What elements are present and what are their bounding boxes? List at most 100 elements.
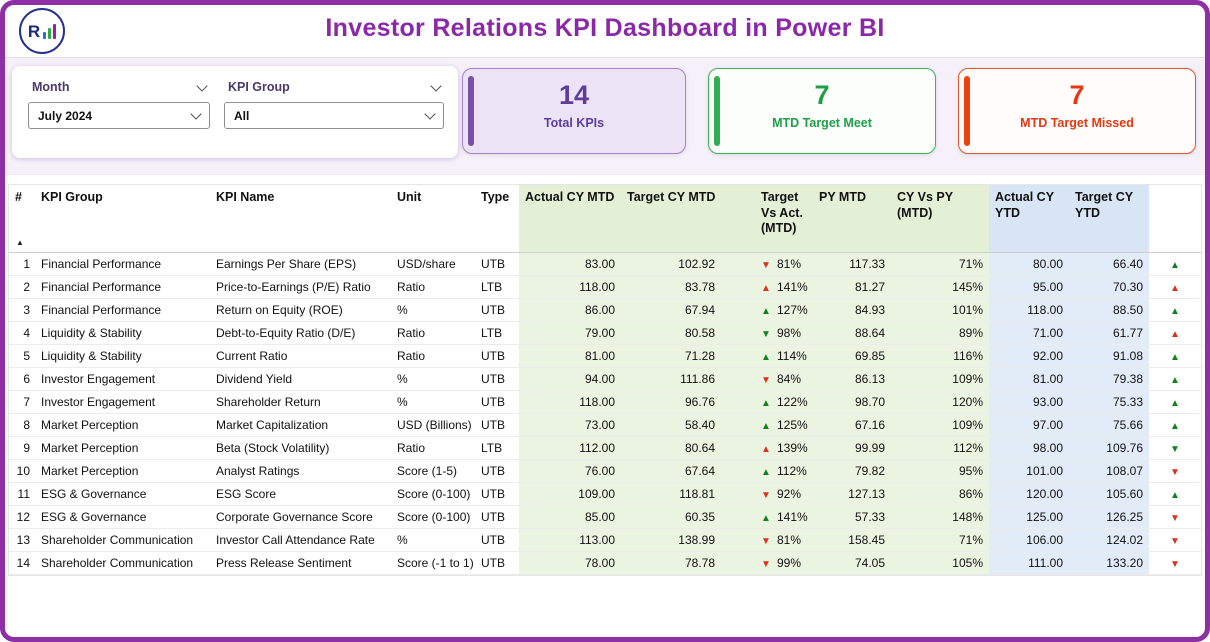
target-vs-actual-cell: ▼ 84% (721, 367, 813, 391)
column-header-actual-cy-mtd[interactable]: Actual CY MTD (519, 185, 621, 253)
filter-panel: Month July 2024 KPI Group All (12, 66, 458, 158)
kpi-name-cell: Price-to-Earnings (P/E) Ratio (210, 275, 391, 299)
page-title: Investor Relations KPI Dashboard in Powe… (325, 14, 885, 42)
mtd-target-missed-label: MTD Target Missed (1020, 116, 1134, 130)
target-cy-mtd-cell: 58.40 (621, 413, 721, 437)
target-vs-actual-pct: 112% (777, 463, 807, 478)
column-header-ytd-indicator[interactable] (1149, 185, 1201, 253)
target-cy-ytd-cell: 75.33 (1069, 390, 1149, 414)
target-cy-ytd-cell: 79.38 (1069, 367, 1149, 391)
table-row[interactable]: 2 Financial Performance Price-to-Earnings … (9, 275, 1201, 299)
column-header-number[interactable]: # ▲ (9, 185, 35, 253)
down-arrow-icon: ▼ (761, 535, 771, 547)
type-cell: UTB (475, 551, 519, 575)
table-row[interactable]: 12 ESG & Governance Corporate Governance S… (9, 505, 1201, 529)
target-vs-actual-pct: 127% (777, 302, 808, 317)
down-arrow-icon: ▼ (761, 259, 771, 271)
target-vs-actual-cell: ▲ 122% (721, 390, 813, 414)
target-cy-ytd-cell: 66.40 (1069, 252, 1149, 276)
kpi-group-slicer-header[interactable]: KPI Group (224, 78, 444, 102)
target-cy-ytd-cell: 124.02 (1069, 528, 1149, 552)
py-mtd-cell: 69.85 (813, 344, 891, 368)
column-header-py-mtd[interactable]: PY MTD (813, 185, 891, 253)
column-header-target-vs-actual[interactable]: Target Vs Act. (MTD) (721, 185, 813, 253)
unit-cell: % (391, 367, 475, 391)
cy-vs-py-cell: 148% (891, 505, 989, 529)
up-arrow-icon: ▲ (1170, 259, 1180, 271)
column-header-kpi-name[interactable]: KPI Name (210, 185, 391, 253)
table-row[interactable]: 13 Shareholder Communication Investor Call… (9, 528, 1201, 552)
table-row[interactable]: 8 Market Perception Market Capitalization U… (9, 413, 1201, 437)
target-vs-actual-cell: ▲ 112% (721, 459, 813, 483)
table-row[interactable]: 11 ESG & Governance ESG Score Score (0-100)… (9, 482, 1201, 506)
py-mtd-cell: 98.70 (813, 390, 891, 414)
kpi-group-cell: Market Perception (35, 436, 210, 460)
table-row[interactable]: 1 Financial Performance Earnings Per Share… (9, 252, 1201, 276)
row-number-cell: 7 (9, 390, 35, 414)
cy-vs-py-cell: 112% (891, 436, 989, 460)
py-mtd-cell: 86.13 (813, 367, 891, 391)
kpi-name-cell: Return on Equity (ROE) (210, 298, 391, 322)
ytd-indicator-cell: ▲ (1149, 275, 1201, 299)
target-vs-actual-pct: 114% (777, 348, 807, 363)
py-mtd-cell: 57.33 (813, 505, 891, 529)
kpi-name-cell: Shareholder Return (210, 390, 391, 414)
py-mtd-cell: 88.64 (813, 321, 891, 345)
kpi-group-dropdown[interactable]: All (224, 102, 444, 129)
target-vs-actual-pct: 81% (777, 256, 802, 271)
kpi-group-dropdown-value: All (234, 108, 250, 123)
row-number-cell: 2 (9, 275, 35, 299)
kpi-table-body: 1 Financial Performance Earnings Per Share… (9, 252, 1201, 575)
target-cy-mtd-cell: 138.99 (621, 528, 721, 552)
actual-cy-ytd-cell: 95.00 (989, 275, 1069, 299)
table-row[interactable]: 3 Financial Performance Return on Equity (… (9, 298, 1201, 322)
unit-cell: % (391, 298, 475, 322)
column-header-target-cy-mtd[interactable]: Target CY MTD (621, 185, 721, 253)
target-vs-actual-cell: ▲ 141% (721, 505, 813, 529)
up-arrow-icon: ▲ (1170, 420, 1180, 432)
sort-ascending-icon[interactable]: ▲ (16, 237, 24, 247)
table-row[interactable]: 6 Investor Engagement Dividend Yield% UTB 94… (9, 367, 1201, 391)
table-row[interactable]: 5 Liquidity & Stability Current Ratio Ratio… (9, 344, 1201, 368)
column-header-cy-vs-py[interactable]: CY Vs PY (MTD) (891, 185, 989, 253)
actual-cy-mtd-cell: 85.00 (519, 505, 621, 529)
total-kpis-label: Total KPIs (543, 116, 605, 130)
actual-cy-ytd-cell: 120.00 (989, 482, 1069, 506)
target-vs-actual-cell: ▲ 141% (721, 275, 813, 299)
chevron-down-icon[interactable] (196, 79, 208, 92)
column-header-unit[interactable]: Unit (391, 185, 475, 253)
month-dropdown[interactable]: July 2024 (28, 102, 210, 129)
down-arrow-icon: ▼ (1170, 512, 1180, 524)
chevron-down-icon[interactable] (430, 79, 442, 92)
target-vs-actual-cell: ▼ 99% (721, 551, 813, 575)
up-arrow-icon: ▲ (761, 466, 771, 478)
card-mtd-target-missed: 7 MTD Target Missed (958, 68, 1196, 154)
month-dropdown-value: July 2024 (38, 108, 93, 123)
target-cy-mtd-cell: 60.35 (621, 505, 721, 529)
row-number-cell: 6 (9, 367, 35, 391)
row-number-cell: 5 (9, 344, 35, 368)
target-cy-mtd-cell: 102.92 (621, 252, 721, 276)
unit-cell: Score (1-5) (391, 459, 475, 483)
table-row[interactable]: 4 Liquidity & Stability Debt-to-Equity Rat… (9, 321, 1201, 345)
column-header-kpi-group[interactable]: KPI Group (35, 185, 210, 253)
table-row[interactable]: 9 Market Perception Beta (Stock Volatility… (9, 436, 1201, 460)
column-header-actual-cy-ytd[interactable]: Actual CY YTD (989, 185, 1069, 253)
py-mtd-cell: 117.33 (813, 252, 891, 276)
kpi-group-cell: Financial Performance (35, 298, 210, 322)
month-slicer-header[interactable]: Month (28, 78, 210, 102)
kpi-group-cell: Financial Performance (35, 275, 210, 299)
table-row[interactable]: 10 Market Perception Analyst Ratings Score … (9, 459, 1201, 483)
column-header-type[interactable]: Type (475, 185, 519, 253)
ytd-indicator-cell: ▼ (1149, 459, 1201, 483)
table-row[interactable]: 7 Investor Engagement Shareholder Return% U… (9, 390, 1201, 414)
up-arrow-icon: ▲ (761, 282, 771, 294)
chevron-down-icon (190, 108, 202, 120)
target-vs-actual-cell: ▲ 114% (721, 344, 813, 368)
logo-letter: R (27, 21, 41, 41)
unit-cell: % (391, 390, 475, 414)
target-cy-mtd-cell: 83.78 (621, 275, 721, 299)
total-kpis-value: 14 (558, 80, 590, 110)
column-header-target-cy-ytd[interactable]: Target CY YTD (1069, 185, 1149, 253)
table-row[interactable]: 14 Shareholder Communication Press Release… (9, 551, 1201, 575)
